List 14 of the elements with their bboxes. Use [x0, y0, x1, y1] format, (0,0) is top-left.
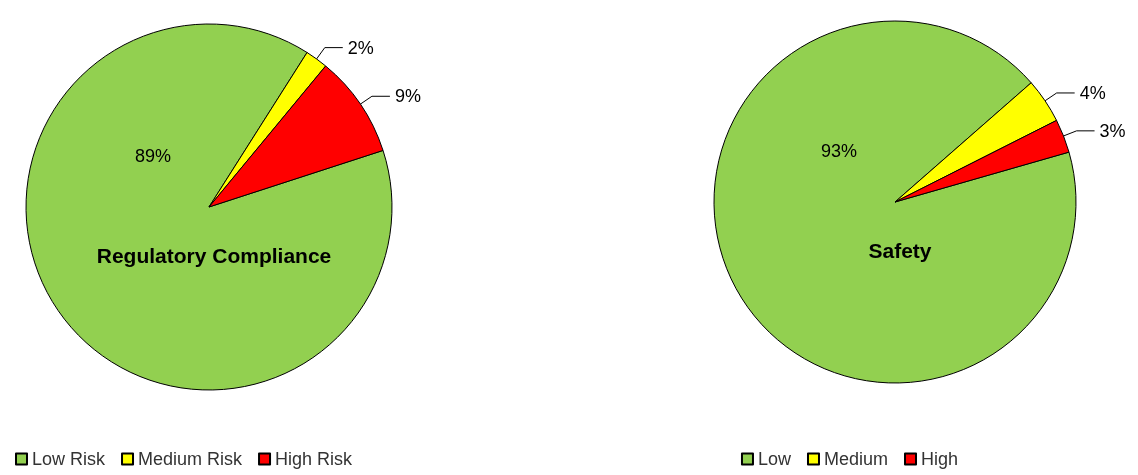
legend-label: Low Risk: [32, 449, 107, 469]
data-label: 4%: [1079, 82, 1106, 103]
legend-label: Medium Risk: [138, 449, 244, 469]
data-label: 3%: [1099, 120, 1126, 141]
data-label: 89%: [135, 146, 172, 166]
data-label: 9%: [394, 86, 421, 107]
text: Regulatory Compliance: [96, 244, 332, 267]
text: Safety: [868, 239, 932, 262]
legend-label: High: [921, 449, 959, 469]
data-label: 2%: [347, 37, 374, 58]
legend-label: High Risk: [275, 449, 354, 469]
legend-label: Medium: [823, 449, 889, 469]
data-label: 93%: [821, 141, 858, 161]
legend-label: Low: [757, 449, 792, 469]
